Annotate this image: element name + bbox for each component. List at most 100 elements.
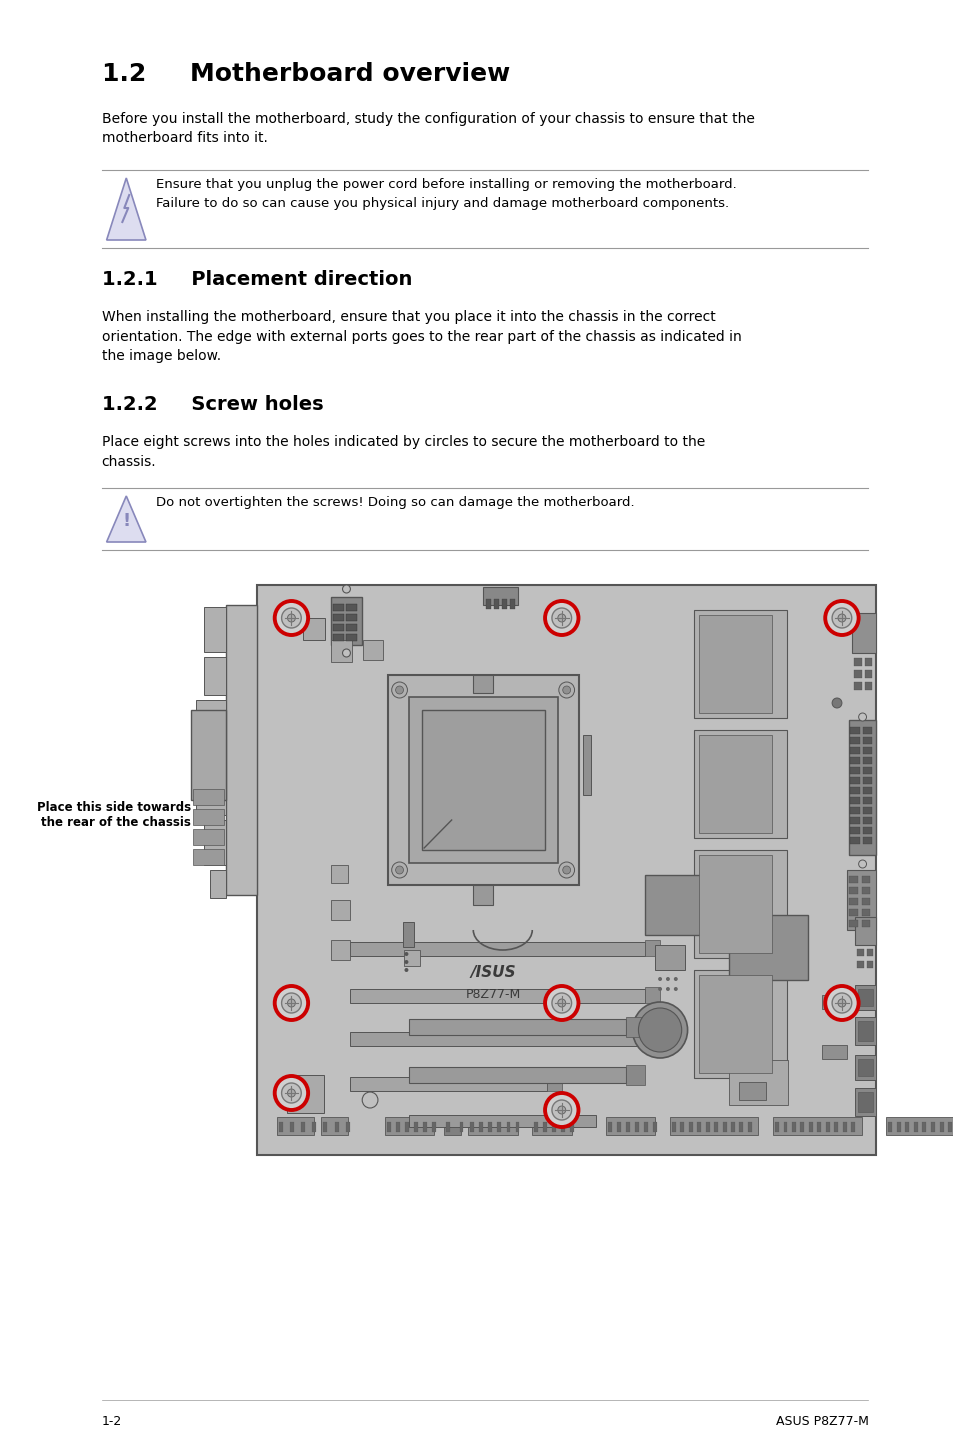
Text: Place eight screws into the holes indicated by circles to secure the motherboard: Place eight screws into the holes indica… [102, 436, 704, 469]
Bar [862, 807, 871, 814]
Bar [849, 766, 859, 774]
Circle shape [342, 585, 350, 592]
Bar [865, 949, 873, 956]
Bar [331, 940, 350, 961]
Bar [887, 1122, 891, 1132]
Circle shape [858, 860, 865, 869]
Circle shape [274, 986, 308, 1020]
Circle shape [665, 986, 669, 991]
Bar [833, 1122, 838, 1132]
Bar [669, 1117, 758, 1135]
Bar [350, 942, 644, 956]
Circle shape [558, 1106, 565, 1114]
Bar [694, 971, 786, 1078]
Bar [387, 674, 578, 884]
Bar [497, 1122, 501, 1132]
Bar [841, 1122, 845, 1132]
Circle shape [824, 601, 858, 636]
Bar [848, 909, 857, 916]
Bar [849, 837, 859, 844]
Circle shape [562, 686, 570, 695]
Bar [791, 1122, 795, 1132]
Bar [653, 1122, 657, 1132]
Bar [857, 989, 873, 1007]
Bar [705, 1122, 709, 1132]
Bar [644, 940, 659, 956]
Text: /ISUS: /ISUS [470, 965, 516, 981]
Bar [849, 817, 859, 824]
Bar [885, 1117, 953, 1135]
Bar [404, 951, 419, 966]
Text: P8Z77-M: P8Z77-M [465, 988, 520, 1001]
Bar [470, 1122, 474, 1132]
Circle shape [404, 968, 408, 972]
Bar [655, 945, 684, 971]
Bar [849, 787, 859, 794]
Polygon shape [107, 178, 146, 240]
Circle shape [342, 649, 350, 657]
Bar [363, 640, 382, 660]
Bar [846, 870, 876, 930]
Circle shape [395, 686, 403, 695]
Bar [346, 614, 357, 621]
Bar [849, 738, 859, 743]
Bar [862, 777, 871, 784]
Bar [193, 789, 223, 805]
Bar [904, 1122, 908, 1132]
Bar [854, 985, 876, 1009]
Bar [862, 837, 871, 844]
Polygon shape [107, 496, 146, 542]
Text: 1.2     Motherboard overview: 1.2 Motherboard overview [102, 62, 510, 86]
Bar [849, 797, 859, 804]
Text: !: ! [122, 512, 131, 531]
Bar [501, 600, 506, 610]
Bar [346, 604, 357, 611]
Bar [861, 920, 869, 928]
Bar [506, 1122, 510, 1132]
Text: Before you install the motherboard, study the configuration of your chassis to e: Before you install the motherboard, stud… [102, 112, 754, 145]
Bar [714, 1122, 718, 1132]
Bar [699, 615, 771, 713]
Bar [468, 1117, 517, 1135]
Bar [730, 1122, 734, 1132]
Bar [331, 866, 348, 883]
Circle shape [404, 961, 408, 963]
Bar [853, 682, 861, 690]
Circle shape [287, 999, 295, 1007]
Bar [896, 1122, 900, 1132]
Bar [699, 735, 771, 833]
Circle shape [552, 1100, 571, 1120]
Bar [395, 1122, 399, 1132]
Circle shape [281, 608, 301, 628]
Bar [482, 587, 517, 605]
Bar [947, 1122, 951, 1132]
Circle shape [837, 999, 845, 1007]
Bar [644, 986, 659, 1002]
Bar [286, 1076, 323, 1113]
Bar [862, 728, 871, 733]
Circle shape [287, 1089, 295, 1097]
Bar [825, 1122, 829, 1132]
Bar [699, 856, 771, 953]
Bar [402, 922, 414, 948]
Bar [862, 766, 871, 774]
Bar [739, 1122, 742, 1132]
Bar [851, 613, 876, 653]
Text: Ensure that you unplug the power cord before installing or removing the motherbo: Ensure that you unplug the power cord be… [155, 178, 736, 210]
Bar [479, 1122, 483, 1132]
Bar [862, 797, 871, 804]
Bar [848, 720, 876, 856]
Bar [422, 1122, 426, 1132]
Bar [863, 659, 871, 666]
Bar [862, 817, 871, 824]
Bar [849, 807, 859, 814]
Bar [210, 870, 225, 897]
Circle shape [544, 986, 578, 1020]
Circle shape [274, 601, 308, 636]
Bar [193, 810, 223, 825]
Circle shape [558, 999, 565, 1007]
Bar [863, 682, 871, 690]
Circle shape [831, 697, 841, 707]
Bar [625, 1122, 629, 1132]
Circle shape [558, 614, 565, 623]
